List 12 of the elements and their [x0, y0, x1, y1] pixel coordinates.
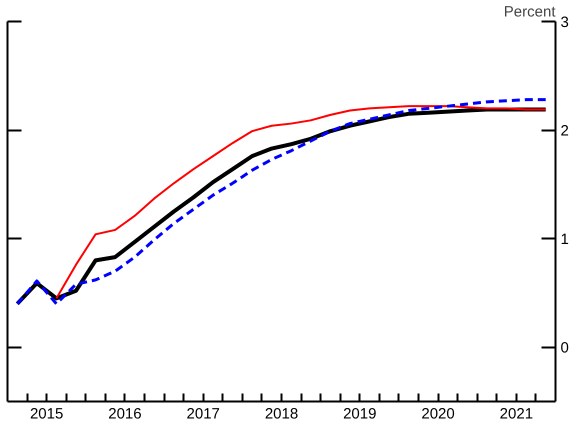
x-tick-label: 2019	[343, 406, 376, 422]
x-tick-label: 2015	[30, 406, 64, 422]
x-tick-label: 2017	[186, 406, 220, 422]
x-tick-label: 2021	[500, 406, 534, 422]
y-axis-title: Percent	[504, 4, 556, 20]
x-tick-label: 2018	[264, 406, 298, 422]
y-tick-label: 3	[560, 14, 569, 31]
y-tick-label: 1	[560, 231, 569, 248]
y-tick-label: 2	[560, 122, 569, 140]
y-tick-label: 0	[560, 340, 569, 357]
x-tick-label: 2020	[421, 406, 455, 422]
x-tick-label: 2016	[108, 406, 142, 422]
